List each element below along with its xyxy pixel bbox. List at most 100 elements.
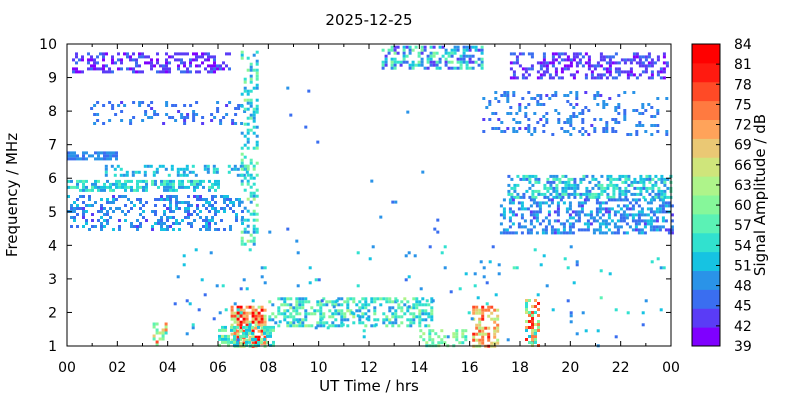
- heatmap-cell: [246, 239, 250, 243]
- heatmap-cell: [364, 297, 368, 301]
- heatmap-cell: [245, 340, 248, 344]
- heatmap-cell: [210, 70, 213, 74]
- heatmap-cell: [239, 164, 243, 168]
- heatmap-cell: [541, 231, 545, 235]
- heatmap-cell: [518, 103, 522, 106]
- heatmap-cell: [595, 213, 599, 217]
- heatmap-cell: [622, 216, 626, 220]
- heatmap-cell: [313, 309, 317, 313]
- heatmap-cell: [191, 323, 195, 327]
- heatmap-cell: [534, 299, 537, 302]
- heatmap-cell: [629, 70, 633, 74]
- heatmap-cell: [102, 67, 105, 71]
- heatmap-cell: [263, 266, 267, 270]
- heatmap-cell: [102, 52, 105, 56]
- heatmap-cell: [249, 239, 253, 243]
- heatmap-cell: [137, 170, 141, 174]
- heatmap-cell: [408, 45, 412, 49]
- heatmap-cell: [251, 329, 255, 333]
- heatmap-cell: [196, 198, 199, 201]
- heatmap-cell: [269, 334, 272, 338]
- heatmap-cell: [186, 67, 189, 71]
- heatmap-cell: [243, 80, 247, 84]
- heatmap-cell: [245, 314, 249, 318]
- heatmap-cell: [616, 198, 620, 202]
- heatmap-cell: [249, 68, 253, 72]
- heatmap-cell: [455, 329, 459, 333]
- heatmap-cell: [542, 61, 546, 65]
- heatmap-cell: [289, 312, 293, 316]
- heatmap-cell: [239, 334, 242, 338]
- heatmap-cell: [337, 303, 341, 307]
- heatmap-cell: [459, 54, 463, 58]
- heatmap-cell: [595, 219, 599, 223]
- heatmap-cell: [246, 209, 250, 213]
- heatmap-cell: [239, 323, 243, 327]
- heatmap-cell: [499, 204, 503, 208]
- heatmap-cell: [193, 182, 196, 186]
- heatmap-cell: [666, 195, 670, 199]
- heatmap-cell: [639, 174, 643, 178]
- heatmap-cell: [575, 55, 579, 59]
- heatmap-cell: [364, 312, 368, 316]
- heatmap-cell: [126, 67, 129, 71]
- heatmap-cell: [205, 222, 208, 225]
- heatmap-cell: [601, 222, 605, 226]
- heatmap-cell: [252, 242, 256, 246]
- heatmap-cell: [257, 305, 261, 309]
- heatmap-cell: [252, 218, 256, 222]
- heatmap-cell: [650, 73, 654, 77]
- heatmap-cell: [210, 113, 214, 116]
- heatmap-cell: [115, 151, 118, 155]
- heatmap-cell: [85, 204, 88, 207]
- heatmap-cell: [145, 179, 148, 183]
- heatmap-cell: [243, 242, 247, 246]
- heatmap-cell: [429, 51, 433, 55]
- heatmap-cell: [563, 257, 567, 261]
- heatmap-cell: [245, 311, 249, 315]
- heatmap-cell: [242, 167, 246, 171]
- x-axis-label: UT Time / hrs: [319, 377, 419, 395]
- heatmap-cell: [391, 312, 395, 316]
- heatmap-cell: [255, 140, 259, 144]
- heatmap-cell: [235, 198, 238, 201]
- heatmap-cell: [427, 324, 431, 328]
- heatmap-cell: [633, 192, 637, 196]
- heatmap-cell: [510, 195, 514, 199]
- heatmap-cell: [166, 207, 169, 210]
- heatmap-cell: [653, 124, 657, 127]
- heatmap-cell: [552, 186, 556, 190]
- heatmap-cell: [252, 125, 256, 129]
- heatmap-cell: [75, 67, 78, 71]
- heatmap-cell: [196, 179, 199, 183]
- heatmap-cell: [494, 112, 498, 115]
- heatmap-cell: [572, 281, 576, 285]
- heatmap-cell: [614, 109, 618, 112]
- heatmap-cell: [90, 67, 93, 71]
- heatmap-cell: [212, 167, 216, 171]
- heatmap-cell: [475, 326, 479, 330]
- heatmap-cell: [402, 60, 406, 64]
- heatmap-cell: [420, 45, 424, 49]
- heatmap-cell: [610, 231, 614, 235]
- heatmap-cell: [618, 192, 622, 196]
- heatmap-cell: [617, 106, 621, 109]
- heatmap-cell: [598, 204, 602, 208]
- heatmap-cell: [431, 338, 435, 342]
- colorbar-tick-label: 45: [734, 299, 752, 315]
- heatmap-cell: [152, 337, 156, 341]
- heatmap-cell: [634, 225, 638, 229]
- heatmap-cell: [482, 118, 486, 121]
- heatmap-cell: [255, 212, 259, 216]
- heatmap-cell: [660, 192, 664, 196]
- heatmap-cell: [219, 67, 222, 71]
- heatmap-cell: [172, 185, 175, 189]
- heatmap-cell: [218, 328, 221, 332]
- heatmap-cell: [243, 86, 247, 90]
- heatmap-cell: [529, 198, 533, 202]
- heatmap-cell: [524, 115, 528, 118]
- colorbar-segment: [692, 176, 720, 196]
- heatmap-cell: [130, 179, 133, 183]
- heatmap-cell: [340, 321, 344, 325]
- heatmap-cell: [516, 192, 520, 196]
